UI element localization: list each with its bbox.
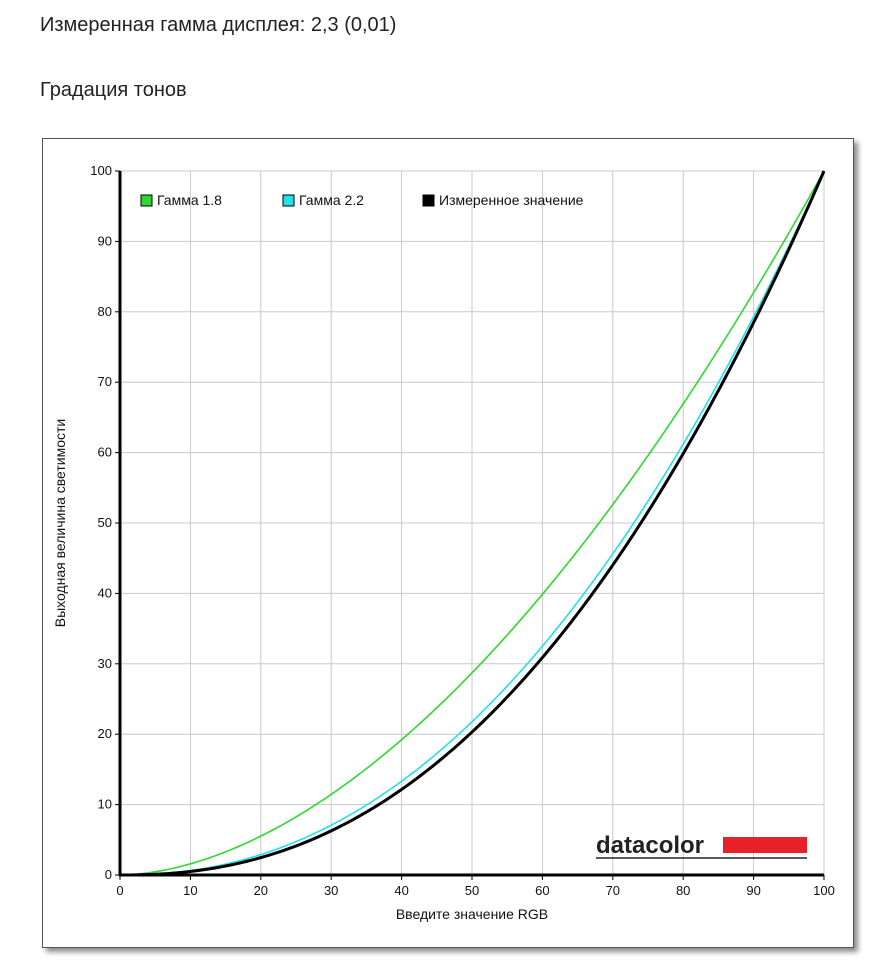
series-line-1 (119, 170, 825, 876)
x-tick-label: 100 (813, 883, 835, 898)
section-title: Градация тонов (40, 79, 187, 101)
y-tick-label: 70 (98, 374, 112, 389)
series-lines (119, 170, 826, 877)
y-tick-label: 90 (98, 233, 112, 248)
legend-label: Гамма 1.8 (157, 192, 222, 208)
grid (120, 170, 825, 875)
x-tick-label: 0 (116, 883, 123, 898)
y-tick-label: 20 (98, 726, 112, 741)
y-tick-label: 10 (98, 797, 112, 812)
legend-swatch (422, 194, 435, 207)
x-tick-label: 10 (183, 883, 197, 898)
y-tick-label: 80 (98, 304, 112, 319)
datacolor-logo: datacolor (596, 832, 807, 859)
x-tick-label: 50 (465, 883, 479, 898)
x-axis-title: Введите значение RGB (396, 906, 548, 922)
x-tick-label: 60 (535, 883, 549, 898)
chart-svg: 0 10 20 30 40 50 60 70 80 90 100 0 10 20 30 40 50 60 70 80 9… (52, 163, 835, 922)
legend: Гамма 1.8 Гамма 2.2 Измеренное значение (140, 192, 584, 208)
y-tick-label: 60 (98, 445, 112, 460)
legend-label: Гамма 2.2 (299, 192, 364, 208)
x-tick-label: 80 (676, 883, 690, 898)
logo-red-bar (723, 837, 807, 853)
legend-swatch (282, 194, 295, 207)
x-tick-label: 70 (606, 883, 620, 898)
y-tick-label: 50 (98, 515, 112, 530)
y-axis-title: Выходная величина светимости (52, 419, 68, 627)
legend-swatch (140, 194, 153, 207)
x-tick-label: 30 (324, 883, 338, 898)
x-tick-label: 20 (254, 883, 268, 898)
y-tick-label: 30 (98, 656, 112, 671)
legend-label: Измеренное значение (439, 192, 584, 208)
series-line-3 (120, 170, 826, 877)
x-tick-label: 40 (394, 883, 408, 898)
series-line-2 (119, 170, 825, 876)
axes: 0 10 20 30 40 50 60 70 80 90 100 0 10 20 30 40 50 60 70 80 9… (90, 163, 835, 898)
y-tick-label: 0 (105, 867, 112, 882)
y-tick-label: 40 (98, 585, 112, 600)
x-tick-label: 90 (746, 883, 760, 898)
logo-text: datacolor (596, 832, 704, 859)
tone-curve-chart: 0 10 20 30 40 50 60 70 80 90 100 0 10 20 30 40 50 60 70 80 9… (42, 138, 854, 948)
y-tick-label: 100 (90, 163, 112, 178)
measured-gamma-text: Измеренная гамма дисплея: 2,3 (0,01) (40, 14, 397, 36)
